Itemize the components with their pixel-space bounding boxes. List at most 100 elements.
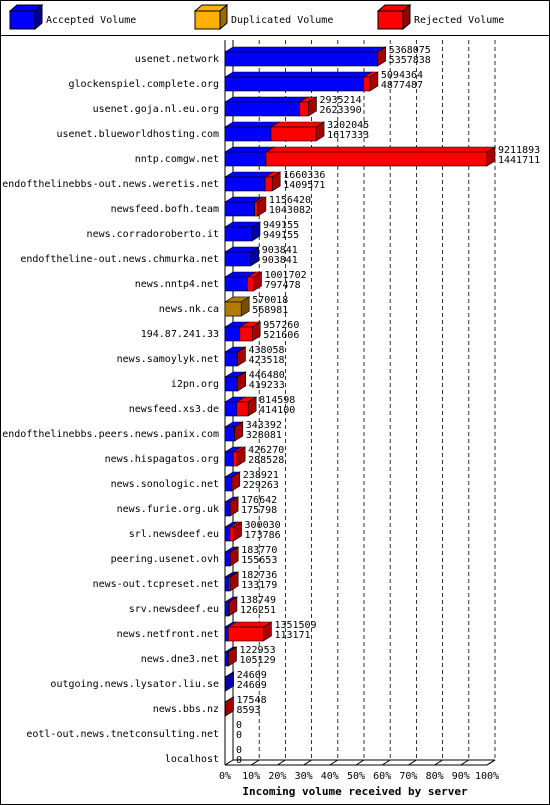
total-label: 0	[236, 745, 242, 756]
total-label: 814598	[259, 395, 295, 406]
bar-top	[264, 146, 497, 153]
value-label: 949155	[263, 230, 299, 241]
value-label: 1441711	[498, 155, 540, 166]
x-tick-label: 50%	[347, 771, 365, 782]
value-label: 105129	[239, 655, 275, 666]
bar	[227, 651, 229, 667]
total-label: 903841	[262, 245, 298, 256]
total-label: 138749	[240, 595, 276, 606]
bar	[224, 201, 255, 217]
total-label: 438058	[248, 345, 284, 356]
total-label: 182736	[241, 570, 277, 581]
bar	[224, 376, 238, 392]
value-label: 1409571	[283, 180, 325, 191]
bar	[224, 551, 230, 567]
x-tick-label: 90%	[452, 771, 470, 782]
value-label: 0	[236, 730, 242, 741]
legend-swatch	[9, 10, 36, 30]
total-label: 1351509	[274, 620, 316, 631]
bar	[224, 101, 300, 117]
bar	[224, 151, 267, 167]
value-label: 1043082	[269, 205, 311, 216]
bar	[232, 451, 238, 467]
y-tick-label: endoftheline-out.news.chmurka.net	[20, 254, 219, 265]
tick	[381, 759, 391, 766]
y-tick-label: newsfeed.bofh.team	[111, 204, 219, 215]
total-label: 426270	[248, 445, 284, 456]
total-label: 183770	[241, 545, 277, 556]
value-label: 133179	[241, 580, 277, 591]
bar	[224, 676, 226, 692]
value-label: 155653	[241, 555, 277, 566]
y-tick-label: news.corradoroberto.it	[87, 229, 219, 240]
y-tick-label: 194.87.241.33	[141, 329, 219, 340]
bar	[224, 451, 234, 467]
total-label: 446480	[249, 370, 285, 381]
y-tick-label: news.bbs.nz	[153, 704, 219, 715]
bar	[224, 176, 266, 192]
total-label: 1001702	[264, 270, 306, 281]
tick	[460, 759, 470, 766]
bar	[224, 51, 378, 67]
x-tick-label: 80%	[426, 771, 444, 782]
bar	[264, 176, 273, 192]
value-label: 0	[236, 755, 242, 766]
y-tick-label: news.hispagatos.org	[105, 454, 219, 465]
bar	[229, 526, 234, 542]
bar	[224, 226, 253, 242]
y-tick-label: glockenspiel.complete.org	[68, 79, 219, 90]
y-tick-label: news.sonologic.net	[111, 479, 219, 490]
tick	[434, 759, 443, 766]
x-axis-label: Incoming volume received by server	[242, 785, 468, 798]
bar	[224, 401, 238, 417]
legend-label: Rejected Volume	[414, 15, 504, 26]
x-tick-label: 20%	[268, 771, 286, 782]
y-tick-label: news.nk.ca	[159, 304, 219, 315]
total-label: 176642	[241, 495, 277, 506]
y-tick-label: localhost	[165, 754, 219, 765]
y-tick-label: srl.newsdeef.eu	[129, 529, 219, 540]
bar	[224, 601, 229, 617]
value-label: 521606	[263, 330, 299, 341]
total-label: 957260	[263, 320, 299, 331]
legend-swatch	[194, 10, 221, 30]
total-label: 3202045	[327, 120, 369, 131]
x-tick-label: 40%	[321, 771, 339, 782]
bar	[224, 276, 248, 292]
bar-top	[223, 121, 281, 128]
bar	[228, 576, 231, 592]
x-tick-label: 60%	[373, 771, 391, 782]
y-tick-label: endofthelinebbs.peers.news.panix.com	[2, 429, 219, 440]
y-tick-label: news.dne3.net	[141, 654, 219, 665]
bar	[247, 276, 254, 292]
tick	[250, 759, 260, 766]
total-label: 122953	[239, 645, 275, 656]
bar	[236, 401, 249, 417]
tick	[408, 759, 417, 766]
bar	[224, 476, 232, 492]
value-label: 126251	[240, 605, 276, 616]
legend-swatch	[377, 10, 404, 30]
total-label: 300030	[245, 520, 281, 531]
tick	[224, 759, 234, 766]
y-tick-label: endofthelinebbs-out.news.weretis.net	[2, 179, 219, 190]
value-label: 419233	[249, 380, 285, 391]
bar	[224, 651, 229, 667]
y-tick-label: eotl-out.news.tnetconsulting.net	[26, 729, 219, 740]
value-label: 1617333	[327, 130, 369, 141]
value-label: 423518	[248, 355, 284, 366]
tick	[277, 759, 286, 766]
value-label: 173786	[245, 530, 281, 541]
bar	[224, 301, 242, 317]
bar	[229, 551, 231, 567]
y-tick-label: nntp.comgw.net	[135, 154, 219, 165]
x-tick-label: 0%	[219, 771, 231, 782]
bar	[254, 201, 259, 217]
y-tick-label: news.samoylyk.net	[117, 354, 219, 365]
value-label: 5357838	[389, 55, 431, 66]
value-label: 797478	[264, 280, 300, 291]
value-label: 229263	[243, 480, 279, 491]
bar	[299, 101, 309, 117]
total-label: 5094364	[381, 70, 423, 81]
